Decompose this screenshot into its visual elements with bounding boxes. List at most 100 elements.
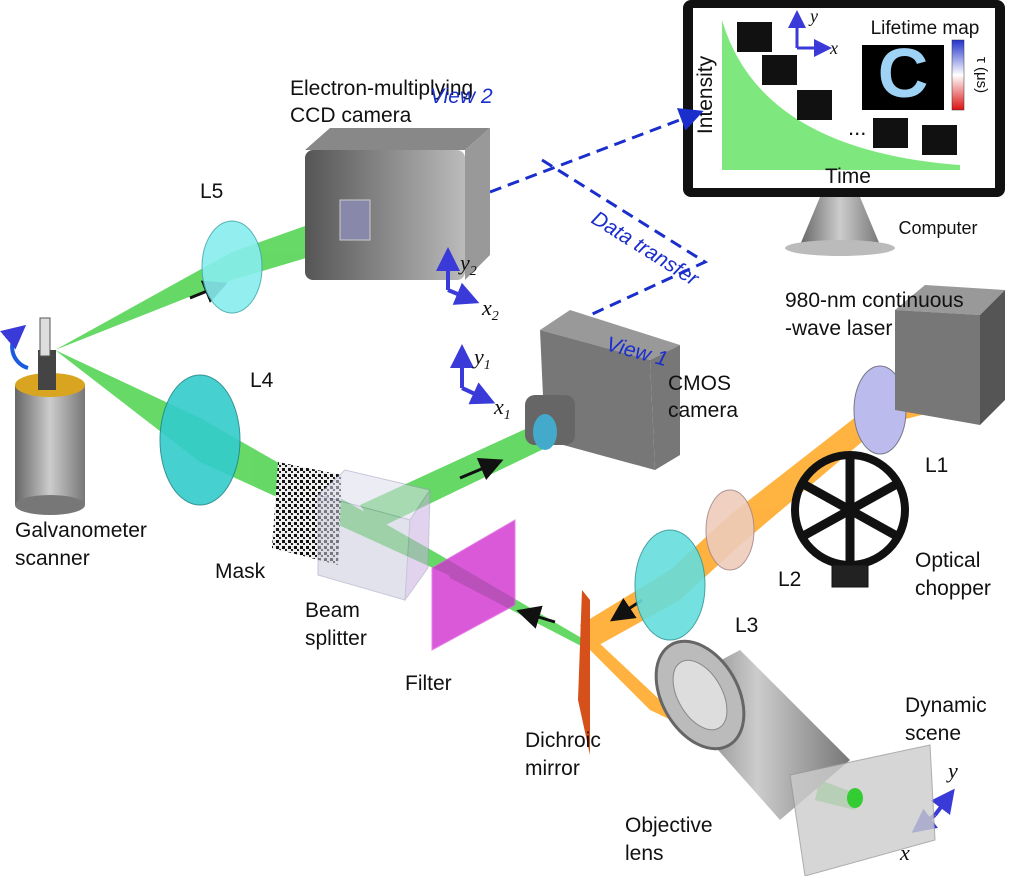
x1-label: x1	[493, 394, 511, 423]
shape	[404, 488, 431, 602]
text-line: y	[458, 250, 470, 275]
y1-label: y1	[472, 344, 491, 373]
shape	[762, 55, 797, 85]
shape	[873, 118, 908, 148]
text-line: splitter	[305, 627, 367, 650]
shape	[15, 385, 85, 505]
shape	[38, 350, 56, 390]
filter-label: Filter	[405, 672, 452, 695]
dichroic-label: Dichroic mirror	[525, 729, 601, 780]
dichroic-mirror	[578, 590, 590, 755]
data-transfer-lines	[489, 108, 709, 324]
l5-label: L5	[200, 180, 223, 203]
x2-label: x2	[481, 295, 499, 324]
shape	[847, 481, 898, 514]
shape	[930, 788, 955, 817]
scene-axis-y: y	[946, 758, 958, 783]
l2-label: L2	[778, 568, 801, 591]
text-line: x	[493, 394, 504, 419]
shape	[802, 481, 853, 514]
shape	[461, 382, 496, 405]
shape	[516, 605, 556, 629]
filter	[431, 519, 516, 651]
emccd-label: Electron-multiplying CCD camera	[290, 77, 473, 127]
shape	[540, 310, 680, 360]
text-line: CMOS	[668, 372, 731, 395]
text-line: x	[481, 295, 492, 320]
lifetime-map-label: Lifetime map	[871, 18, 980, 39]
view2-label: View 2	[430, 85, 493, 108]
l3-label: L3	[735, 614, 758, 637]
y2-label: y2	[458, 250, 477, 279]
time-label: Time	[825, 165, 871, 188]
shape	[800, 197, 880, 245]
text-line: CCD camera	[290, 104, 412, 127]
ellipsis: ...	[848, 115, 866, 140]
shape: C	[746, 29, 761, 52]
text-line: -wave laser	[785, 317, 892, 340]
text-line: 2	[470, 264, 477, 279]
shape	[489, 108, 704, 194]
shape	[797, 90, 832, 120]
beam-splitter-label: Beam splitter	[305, 599, 367, 650]
text-line: 1	[504, 408, 511, 423]
text-line: 2	[492, 309, 499, 324]
text-line: 1	[484, 358, 491, 373]
shape	[339, 199, 371, 241]
text-line: scene	[905, 722, 961, 745]
l1-label: L1	[925, 454, 948, 477]
lens-l4	[159, 374, 241, 506]
text-line: Dynamic	[905, 694, 987, 717]
chopper-label: Optical chopper	[915, 549, 991, 600]
shape	[922, 125, 957, 155]
shape	[39, 317, 51, 357]
screen-axis-x: x	[829, 38, 838, 58]
lens-l3	[634, 529, 706, 641]
shape	[541, 158, 709, 324]
dynamic-scene-label: Dynamic scene	[905, 694, 987, 745]
emccd-camera	[305, 128, 490, 280]
computer-label: Computer	[898, 218, 977, 238]
text-line: Electron-multiplying	[290, 77, 473, 100]
l4-label: L4	[250, 369, 274, 392]
shape	[951, 39, 965, 111]
laser	[895, 285, 1005, 425]
shape	[802, 458, 898, 562]
cmos-label: CMOS camera	[668, 372, 738, 422]
colorbar-label: τ (μs)	[973, 57, 990, 93]
data-transfer-label: Data transfer	[587, 207, 703, 291]
lens-l2	[705, 489, 755, 571]
shape	[447, 282, 480, 305]
dynamic-scene	[789, 744, 936, 876]
shape	[802, 506, 853, 539]
shape	[895, 310, 980, 425]
optical-chopper	[791, 451, 909, 588]
galvanometer	[0, 317, 85, 515]
shape	[672, 659, 728, 731]
scene-axis-x: x	[899, 840, 910, 865]
beam-splitter	[316, 469, 431, 602]
sample-spot	[847, 788, 863, 808]
text-line: scanner	[15, 547, 90, 570]
shape	[459, 457, 504, 481]
shape	[785, 240, 895, 256]
text-line: mirror	[525, 757, 580, 780]
text-line: camera	[668, 399, 738, 422]
laser-label: 980-nm continuous -wave laser	[785, 289, 964, 340]
text-line: 980-nm continuous	[785, 289, 964, 312]
shape	[305, 150, 465, 280]
text-line: Galvanometer	[15, 519, 147, 542]
shape	[831, 564, 869, 588]
shape: C	[806, 97, 821, 120]
text-line: y	[472, 344, 484, 369]
shape	[737, 22, 772, 52]
shape: C	[878, 34, 929, 112]
intensity-label: Intensity	[694, 55, 717, 134]
shape	[980, 290, 1005, 425]
text-line: chopper	[915, 577, 991, 600]
text-line: Beam	[305, 599, 360, 622]
shape: C	[931, 132, 946, 155]
objective-label: Objective lens	[625, 814, 713, 865]
